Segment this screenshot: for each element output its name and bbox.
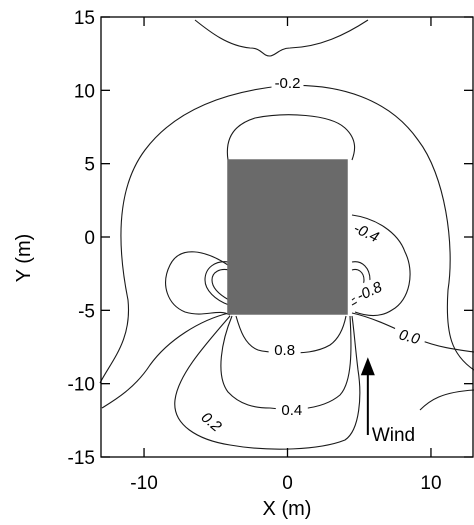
contour-label-bg-1 [348,216,386,247]
contour-label-5: 0.4 [281,402,302,419]
y-axis-title: Y (m) [13,234,35,283]
contour-line-0-2 [174,315,361,450]
contour-line-zero-left [101,312,230,409]
y-tick-label-3: 0 [84,228,95,249]
x-tick-label-1: 0 [282,473,293,494]
contour-label-bg-5 [275,400,308,419]
y-tick-label-5: -10 [68,375,95,396]
y-tick-label-2: 5 [84,155,95,176]
contour-label-4: 0.8 [274,342,295,359]
contour-line-minus-0-8-left [204,261,230,306]
wind-annotation: Wind [360,357,415,446]
contour-label-bg-0 [271,73,304,91]
obstacle-block [227,159,348,315]
y-tick-label-0: 15 [74,8,95,29]
x-axis-title: X (m) [263,498,312,520]
y-tick-labels: 15 10 5 0 -5 -10 -15 [68,8,95,469]
contour-line-top [194,19,369,57]
contour-label-bg-2 [350,275,388,306]
contour-line-minus-1-left [211,268,230,301]
contour-line-right-lobe [419,389,474,411]
x-tick-labels: -10 0 10 [130,473,441,494]
contour-line-0-4 [220,315,352,410]
axis-ticks [101,16,473,458]
x-tick-label-0: -10 [130,473,157,494]
contour-line-top-cap [226,114,356,161]
contour-label-3: 0.0 [397,326,422,348]
contour-label-bg-4 [268,339,301,358]
wind-arrow-head [360,357,375,376]
contour-label-bg-6 [194,403,231,439]
contour-lines [99,19,474,450]
contour-line-minus-0-4-right [351,214,411,317]
contour-label-bg-3 [391,322,428,349]
contour-line-minus-0-4 [165,251,231,316]
contour-label-0: -0.2 [275,75,301,92]
y-tick-label-1: 10 [74,81,95,102]
y-tick-label-6: -15 [68,448,95,469]
y-tick-label-4: -5 [78,301,95,322]
x-tick-label-2: 10 [420,473,441,494]
wind-label: Wind [372,425,415,446]
